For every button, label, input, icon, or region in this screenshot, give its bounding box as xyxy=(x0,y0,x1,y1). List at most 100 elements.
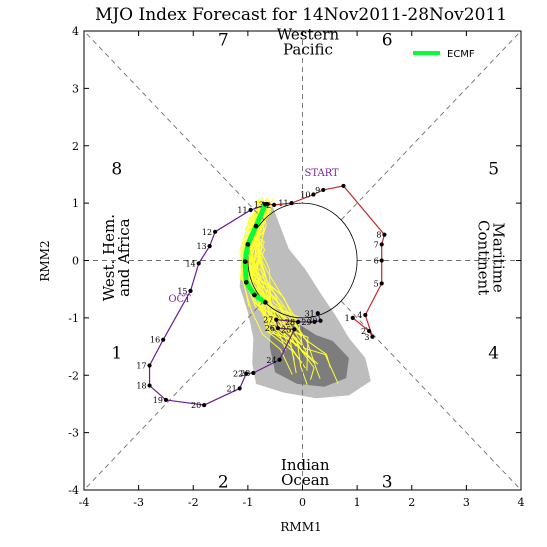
data-point xyxy=(243,280,249,285)
data-point xyxy=(341,183,346,189)
phase-number: 3 xyxy=(382,472,393,492)
region-label: Western Pacific xyxy=(277,26,340,59)
chart-title: MJO Index Forecast for 14Nov2011-28Nov20… xyxy=(95,5,507,25)
data-point xyxy=(379,258,384,263)
x-tick-label: -1 xyxy=(243,496,254,509)
day-label: 17 xyxy=(136,361,146,370)
x-tick-label: 0 xyxy=(299,496,306,509)
data-point xyxy=(296,319,301,324)
day-label: 28 xyxy=(285,318,295,327)
day-label: 27 xyxy=(263,316,273,325)
data-point xyxy=(213,229,218,234)
region-label: MaritimeContinent xyxy=(475,220,508,295)
phase-number: 1 xyxy=(111,343,122,363)
data-point xyxy=(253,223,259,229)
series-observed-nov-: 12345678910111213 xyxy=(254,183,387,342)
x-tick-label: -3 xyxy=(133,496,144,509)
data-point xyxy=(379,281,384,286)
data-point xyxy=(315,311,320,316)
phase-line xyxy=(83,30,265,221)
day-label: 16 xyxy=(150,336,160,345)
data-point xyxy=(350,315,355,320)
y-axis-label: RMM2 xyxy=(38,240,52,281)
day-label: 30 xyxy=(307,317,317,326)
data-point xyxy=(379,242,384,247)
phase-line xyxy=(83,300,265,491)
day-label: 1 xyxy=(345,314,350,323)
data-point xyxy=(188,288,193,294)
series-line xyxy=(148,203,322,406)
y-tick-label: 1 xyxy=(72,197,79,210)
data-point xyxy=(263,300,268,305)
data-point xyxy=(321,187,326,193)
day-label: 22 xyxy=(233,370,243,379)
day-label: 18 xyxy=(136,382,146,391)
phase-number: 2 xyxy=(218,472,229,492)
phase-number: 7 xyxy=(218,31,229,51)
data-point xyxy=(244,371,249,376)
y-tick-label: -1 xyxy=(68,312,79,325)
y-tick-label: 0 xyxy=(72,255,79,268)
data-point xyxy=(277,357,282,362)
y-tick-label: 3 xyxy=(72,82,79,95)
series-line xyxy=(266,185,386,338)
day-label: 29 xyxy=(301,318,311,327)
x-tick-label: 1 xyxy=(354,496,361,509)
phase-line xyxy=(340,30,522,221)
day-label: 12 xyxy=(202,228,212,237)
x-tick-label: -4 xyxy=(79,496,90,509)
ensemble-member-line xyxy=(240,210,301,345)
ensemble-member-line xyxy=(250,211,310,358)
day-label: 9 xyxy=(315,186,320,195)
data-point xyxy=(275,326,281,331)
data-point xyxy=(207,244,212,249)
data-point xyxy=(367,328,372,334)
data-point xyxy=(274,317,279,322)
y-tick-label: 2 xyxy=(72,140,79,153)
series-ecmf xyxy=(242,201,268,305)
x-tick-label: -2 xyxy=(188,496,199,509)
phase-number: 8 xyxy=(111,160,122,180)
data-point xyxy=(289,201,294,206)
day-label: 31 xyxy=(305,309,315,318)
data-point xyxy=(263,201,268,207)
day-label: 11 xyxy=(278,199,288,208)
day-label: 2 xyxy=(361,327,366,336)
day-label: 10 xyxy=(300,191,310,200)
day-label: 21 xyxy=(226,384,236,393)
day-label: 6 xyxy=(374,257,379,266)
day-label: 13 xyxy=(196,242,206,251)
x-tick-label: 2 xyxy=(408,496,415,509)
day-label: 3 xyxy=(364,333,369,342)
data-point xyxy=(245,242,251,247)
day-label: 15 xyxy=(177,287,187,296)
data-point xyxy=(318,318,323,323)
x-axis-label: RMM1 xyxy=(280,520,321,534)
data-point xyxy=(242,259,248,264)
data-point xyxy=(237,386,242,391)
data-point xyxy=(370,334,375,339)
data-point xyxy=(252,292,257,298)
y-tick-label: 4 xyxy=(72,25,79,38)
phase-number: 6 xyxy=(382,31,393,51)
ensemble-member-line xyxy=(249,209,283,295)
phase-line xyxy=(340,300,522,491)
data-point xyxy=(251,370,256,376)
day-label: 20 xyxy=(191,401,201,410)
data-point xyxy=(271,202,277,207)
day-label: 5 xyxy=(374,279,379,288)
x-tick-label: 3 xyxy=(463,496,470,509)
legend-label: ECMF xyxy=(447,49,475,60)
y-tick-label: -4 xyxy=(68,484,79,497)
day-label: 19 xyxy=(153,396,163,405)
y-tick-label: -3 xyxy=(68,427,79,440)
x-tick-label: 4 xyxy=(518,496,525,509)
phase-number: 4 xyxy=(488,343,499,363)
ensemble-member-line xyxy=(248,199,309,371)
data-point xyxy=(202,402,207,408)
data-point xyxy=(161,337,166,342)
data-point xyxy=(363,312,368,318)
data-point xyxy=(163,397,169,403)
data-point xyxy=(248,207,253,213)
